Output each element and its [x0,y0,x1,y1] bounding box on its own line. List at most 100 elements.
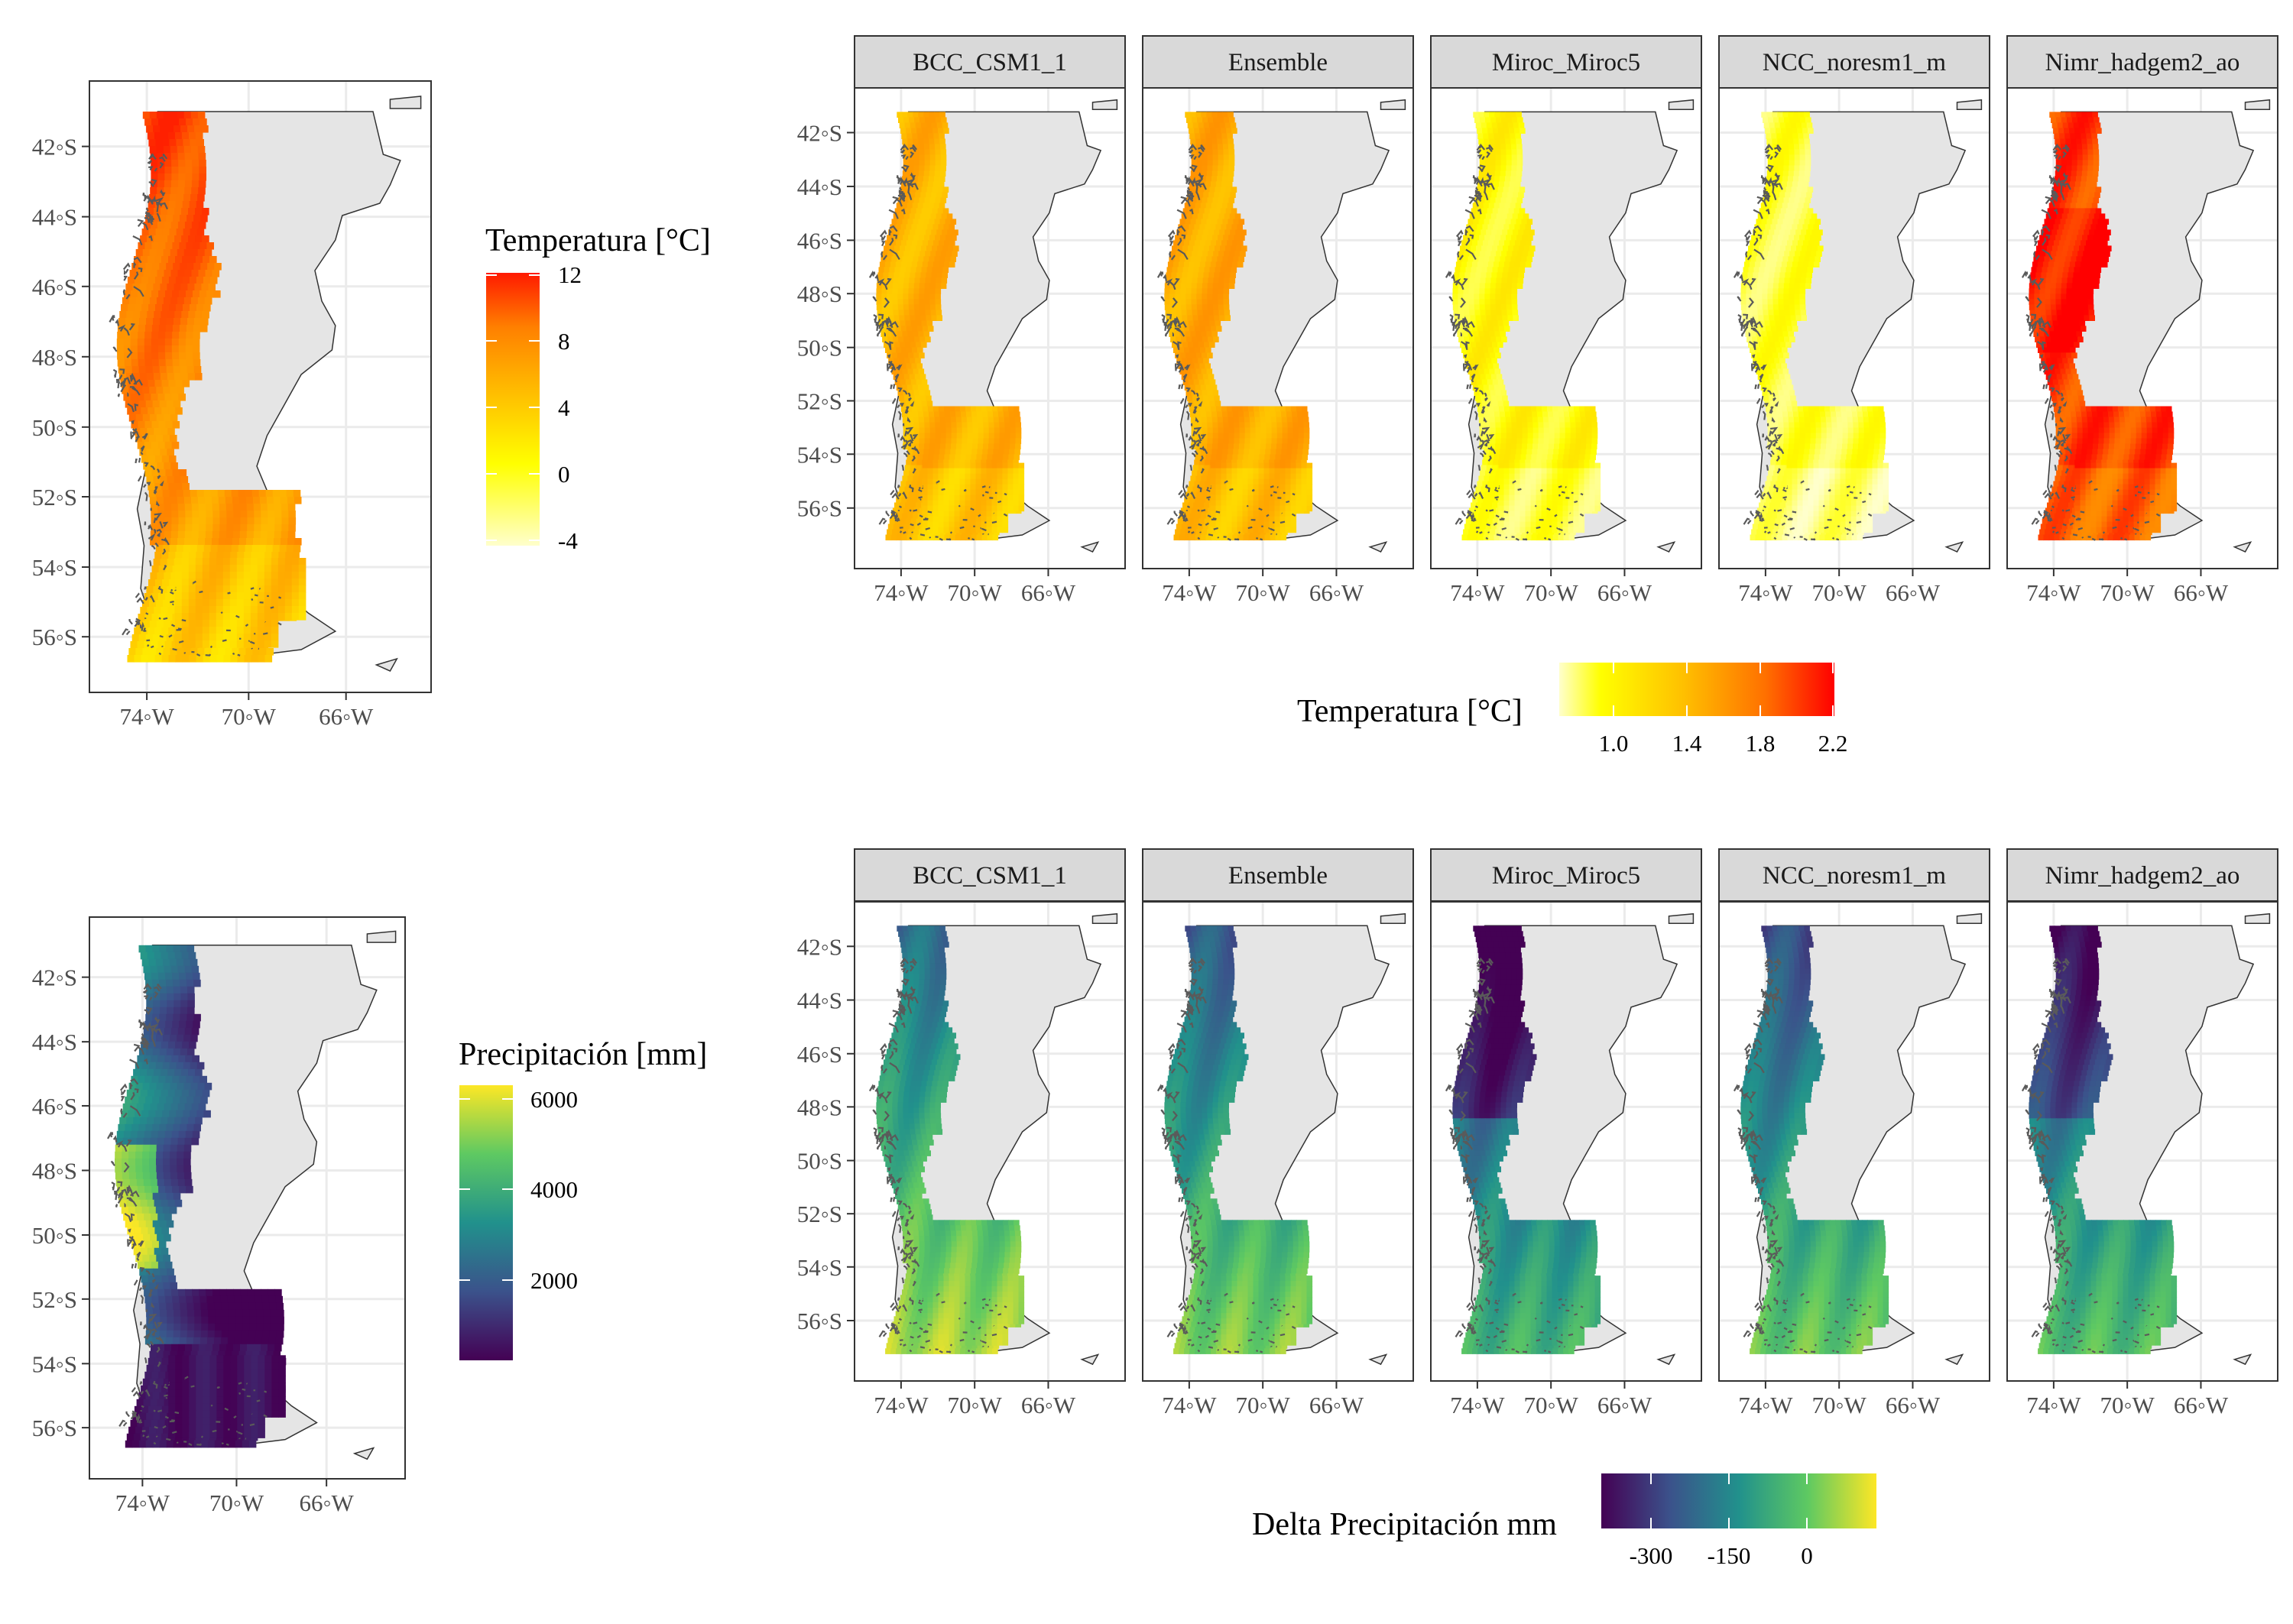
lat-tick-label: 48◦S [32,344,77,371]
lat-tick-label: 50◦S [797,1148,842,1175]
panel-border [2006,901,2278,1382]
raster-cells [2029,112,2178,541]
raster-cells [1452,112,1601,541]
coastline [868,957,1008,1353]
facet-strip [2006,848,2278,902]
legend-label: 4000 [530,1176,578,1203]
legend-ticks [486,274,540,541]
coastline [109,153,282,656]
legend-title: Temperatura [°C] [1297,694,1523,729]
lat-tick-label: 56◦S [797,495,842,522]
lon-tick-label: 66◦W [1309,1392,1364,1418]
coastline [1733,957,1873,1353]
lon-tick-label: 66◦W [1597,579,1652,606]
lon-tick-label: 74◦W [1738,579,1793,606]
coastline [1445,957,1584,1353]
lat-tick-label: 48◦S [797,1094,842,1120]
panel-border [89,80,432,693]
legend-label: 6000 [530,1086,578,1113]
panel-border [1718,901,1990,1382]
panel-border [1430,901,1702,1382]
facet-panel: Nimr_hadgem2_ao 74◦W 70◦W 66◦W [2006,35,2278,606]
lat-tick-label: 48◦S [32,1157,77,1184]
precipitation-delta-facets: BCC_CSM1_1 42◦S 44◦S 46◦S 48◦S 50◦S 52◦S 54◦S 56… [797,848,2278,1418]
lat-tick-label: 42◦S [32,964,77,991]
coastline [1156,143,1296,541]
facet-strip [1430,848,1702,902]
lat-tick-label: 46◦S [797,1041,842,1068]
facet-panel: NCC_noresm1_m 74◦W 70◦W 66◦W [1718,35,1990,606]
temperature-delta-legend: Temperatura [°C] 1.0 1.4 1.8 2.2 [1297,663,1847,757]
facet-strip-label: Nimr_hadgem2_ao [2045,49,2240,76]
legend-label: 1.0 [1599,730,1629,757]
legend-label: 8 [558,328,570,355]
lon-tick-label: 66◦W [1021,1392,1076,1418]
lat-tick-label: 50◦S [32,414,77,441]
lon-tick-label: 66◦W [2174,1392,2229,1418]
facet-strip [1718,848,1990,902]
lat-tick-label: 44◦S [797,173,842,200]
panel-border [89,916,406,1480]
lat-tick-label: 44◦S [32,1029,77,1055]
legend-ticks [1650,1473,1808,1528]
legend-colorbar [1601,1473,1876,1528]
raster-cells [1164,112,1313,541]
lon-tick-label: 74◦W [1162,1392,1217,1418]
panel-border [1142,901,1414,1382]
lon-tick-label: 74◦W [115,1489,170,1516]
legend-title: Temperatura [°C] [485,223,711,258]
legend-label: 4 [558,394,570,421]
lat-tick-label: 42◦S [797,933,842,960]
lon-tick-label: 70◦W [948,1392,1003,1418]
lon-tick-label: 74◦W [874,579,929,606]
precipitation-delta-legend: Delta Precipitación mm -300 -150 0 [1252,1473,1876,1569]
legend-ticks [459,1098,513,1281]
legend-colorbar [459,1085,513,1360]
facet-panel: Ensemble 74◦W 70◦W 66◦W [1142,848,1414,1418]
raster-cells [1452,925,1601,1354]
lat-tick-label: 46◦S [32,274,77,300]
legend-label: 0 [1801,1542,1813,1569]
raster-cells [115,945,287,1448]
lat-tick-label: 54◦S [32,554,77,581]
panel-border [854,901,1126,1382]
coastline [2021,143,2161,541]
precipitation-baseline-legend: Precipitación [mm] 6000 4000 2000 [459,1037,707,1360]
temperature-baseline-legend: Temperatura [°C] 12 8 4 0 -4 [485,223,711,554]
facet-strip [1142,35,1414,89]
lon-tick-label: 70◦W [1524,579,1579,606]
temperature-delta-facets: BCC_CSM1_1 42◦S 44◦S 46◦S 48◦S 50◦S 52◦S 54◦S 56… [797,35,2278,606]
lat-tick-label: 52◦S [32,484,77,511]
facet-strip-label: Ensemble [1228,862,1328,890]
coastline [868,143,1008,541]
facet-strip [1430,35,1702,89]
coastline [107,983,268,1446]
facet-strip [854,35,1126,89]
facet-strip-label: Ensemble [1228,49,1328,76]
lat-tick-label: 56◦S [797,1308,842,1334]
facet-panel: BCC_CSM1_1 42◦S 44◦S 46◦S 48◦S 50◦S 52◦S 54◦S 56… [797,848,1126,1418]
lat-tick-label: 50◦S [797,335,842,361]
panel-border [1142,87,1414,569]
lat-tick-label: 42◦S [32,134,77,160]
lat-tick-label: 52◦S [797,387,842,414]
facet-strip-label: BCC_CSM1_1 [913,49,1067,76]
legend-colorbar [1559,663,1834,716]
lon-tick-label: 74◦W [2026,1392,2081,1418]
legend-label: 1.8 [1746,730,1776,757]
lon-tick-label: 66◦W [1886,579,1941,606]
lon-tick-label: 66◦W [1309,579,1364,606]
lon-tick-label: 70◦W [2100,1392,2155,1418]
lon-tick-label: 70◦W [1236,1392,1291,1418]
lon-tick-label: 66◦W [2174,579,2229,606]
lon-tick-label: 70◦W [1812,1392,1867,1418]
raster-cells [1164,925,1313,1354]
legend-label: -4 [558,527,578,554]
lon-tick-label: 74◦W [1450,579,1505,606]
facet-panel: Ensemble 74◦W 70◦W 66◦W [1142,35,1414,606]
lat-tick-label: 54◦S [797,1254,842,1281]
panel-border [2006,87,2278,569]
coastline [1445,143,1584,541]
lat-tick-label: 44◦S [797,987,842,1014]
